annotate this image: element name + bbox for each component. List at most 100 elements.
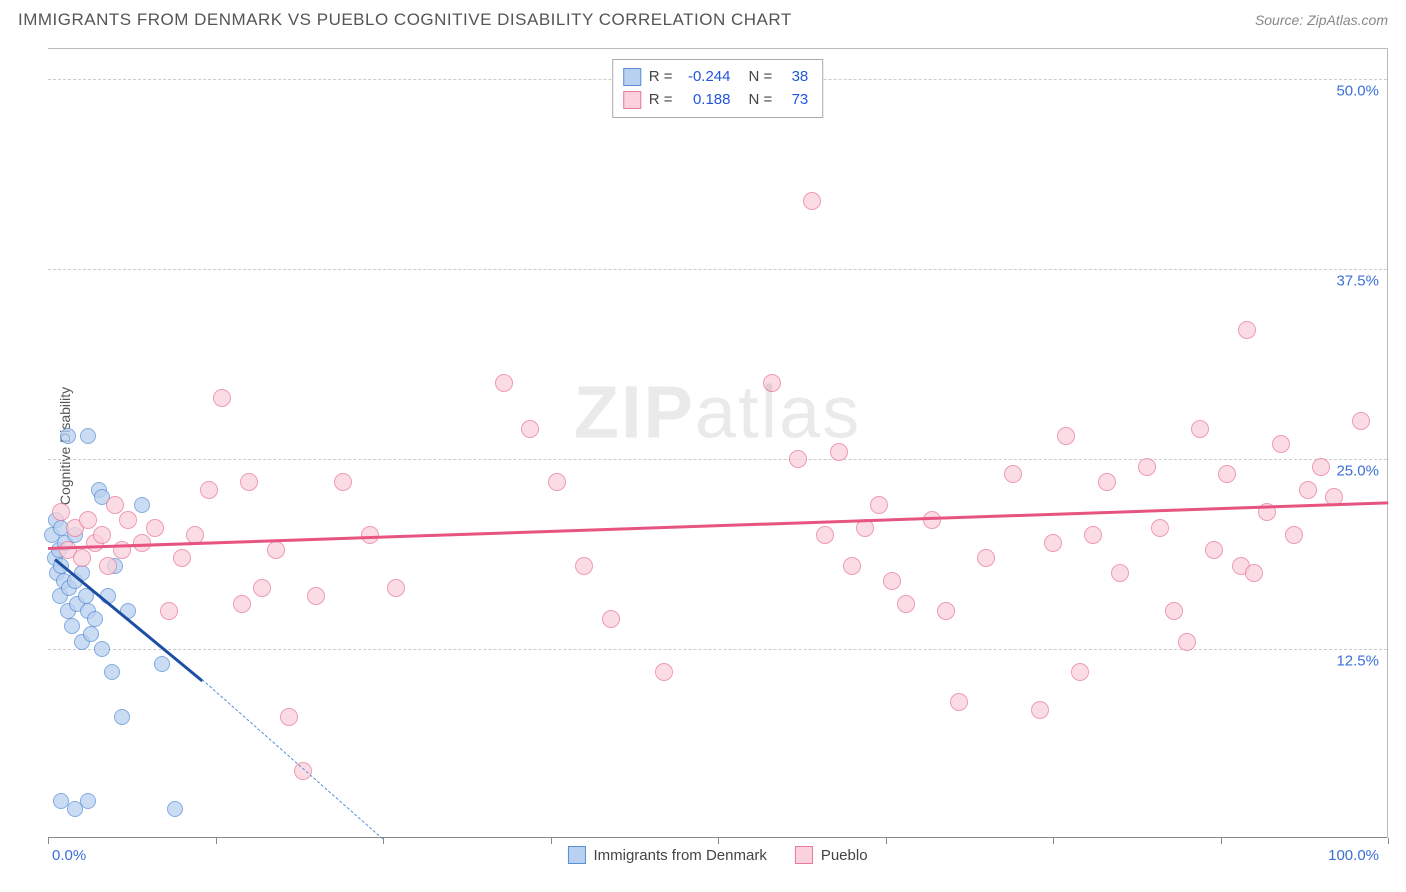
scatter-point [99,557,117,575]
x-tick [718,838,719,844]
scatter-point [114,709,130,725]
scatter-point [1205,541,1223,559]
chart-title: IMMIGRANTS FROM DENMARK VS PUEBLO COGNIT… [18,10,792,30]
scatter-point [146,519,164,537]
chart-source: Source: ZipAtlas.com [1255,12,1388,28]
scatter-point [160,602,178,620]
scatter-point [52,503,70,521]
scatter-point [1245,564,1263,582]
stat-r-label: R = [649,89,673,112]
scatter-point [883,572,901,590]
trend-line-extrapolated [202,680,384,840]
scatter-point [816,526,834,544]
scatter-point [213,389,231,407]
scatter-point [1111,564,1129,582]
scatter-point [267,541,285,559]
legend-swatch [567,846,585,864]
plot-area: 12.5%25.0%37.5%50.0% ZIPatlas 0.0% 100.0… [48,48,1388,838]
scatter-point [173,549,191,567]
x-tick [551,838,552,844]
scatter-point [233,595,251,613]
scatter-point [119,511,137,529]
scatter-point [830,443,848,461]
x-tick [216,838,217,844]
scatter-point [937,602,955,620]
scatter-point [1165,602,1183,620]
scatter-point [897,595,915,613]
scatter-point [1238,321,1256,339]
scatter-point [495,374,513,392]
scatter-point [154,656,170,672]
scatter-point [80,793,96,809]
x-tick [1053,838,1054,844]
x-axis-min-label: 0.0% [52,847,86,864]
scatter-point [104,664,120,680]
x-tick [1388,838,1389,844]
scatter-point [200,481,218,499]
x-tick [383,838,384,844]
scatter-point [1031,701,1049,719]
scatter-point [307,587,325,605]
scatter-point [1151,519,1169,537]
scatter-point [789,450,807,468]
gridline [48,459,1387,460]
stat-n-value: 73 [780,89,808,112]
scatter-point [80,428,96,444]
y-tick-label: 37.5% [1336,273,1379,290]
scatter-point [1218,465,1236,483]
scatter-point [1272,435,1290,453]
scatter-point [1312,458,1330,476]
scatter-point [655,663,673,681]
stat-n-label: N = [749,89,773,112]
scatter-point [870,496,888,514]
scatter-point [253,579,271,597]
gridline [48,269,1387,270]
legend-label: Immigrants from Denmark [593,847,766,864]
scatter-point [334,473,352,491]
scatter-point [1084,526,1102,544]
scatter-point [294,762,312,780]
stats-legend-box: R =-0.244N =38R =0.188N =73 [612,59,824,118]
scatter-point [977,549,995,567]
scatter-point [763,374,781,392]
legend-label: Pueblo [821,847,868,864]
series-legend: Immigrants from Denmark Pueblo [567,846,867,864]
scatter-point [87,611,103,627]
stat-r-value: 0.188 [681,89,731,112]
scatter-point [1098,473,1116,491]
x-axis-max-label: 100.0% [1328,847,1379,864]
scatter-point [83,626,99,642]
stat-n-value: 38 [780,66,808,89]
scatter-point [387,579,405,597]
scatter-point [575,557,593,575]
y-tick-label: 12.5% [1336,653,1379,670]
x-tick [48,838,49,844]
scatter-point [602,610,620,628]
scatter-point [94,641,110,657]
scatter-point [1285,526,1303,544]
stat-n-label: N = [749,66,773,89]
scatter-point [803,192,821,210]
scatter-point [1191,420,1209,438]
scatter-point [1352,412,1370,430]
scatter-point [1299,481,1317,499]
scatter-point [548,473,566,491]
stats-row: R = 0.188 N = 73 [623,89,809,112]
scatter-point [64,618,80,634]
y-tick-label: 50.0% [1336,83,1379,100]
scatter-point [1138,458,1156,476]
scatter-point [106,496,124,514]
scatter-point [1178,633,1196,651]
trend-line [48,502,1388,551]
series-swatch [623,68,641,86]
scatter-point [167,801,183,817]
scatter-point [1071,663,1089,681]
scatter-point [134,497,150,513]
scatter-point [1057,427,1075,445]
y-tick-label: 25.0% [1336,463,1379,480]
scatter-point [93,526,111,544]
x-tick [1221,838,1222,844]
series-swatch [623,91,641,109]
legend-item: Pueblo [795,846,868,864]
scatter-point [79,511,97,529]
